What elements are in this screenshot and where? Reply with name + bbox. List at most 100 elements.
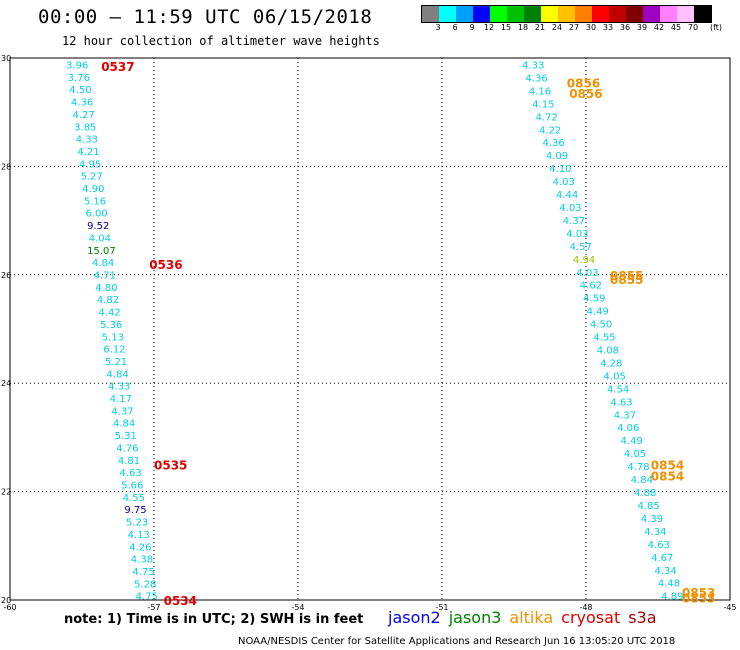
color-scale-label: 33 (602, 23, 614, 32)
wave-height-value: 4.55 (123, 493, 145, 504)
color-scale-label: 70 (687, 23, 699, 32)
units-note: note: 1) Time is in UTC; 2) SWH is in fe… (64, 612, 364, 627)
color-scale-label: 30 (585, 23, 597, 32)
wave-height-value: 4.16 (529, 86, 551, 97)
wave-height-value: 4.55 (593, 333, 615, 344)
wave-height-value: 4.03 (576, 268, 598, 279)
color-swatch (677, 6, 694, 22)
color-swatch (643, 6, 660, 22)
lon-tick-label: -51 (435, 603, 448, 612)
wave-height-value: 4.15 (532, 99, 554, 110)
wave-height-value: 15.07 (87, 246, 116, 257)
legend-s3a: s3a (628, 608, 657, 627)
color-swatch (473, 6, 490, 22)
color-swatch (558, 6, 575, 22)
wave-height-value: 4.59 (583, 294, 605, 305)
color-scale-label: 39 (636, 23, 648, 32)
color-scale-label: 42 (653, 23, 665, 32)
wave-height-value: 4.21 (77, 147, 99, 158)
wave-height-value: 4.03 (566, 229, 588, 240)
wave-height-value: 4.36 (542, 138, 564, 149)
color-swatch (609, 6, 626, 22)
wave-height-value: 4.49 (621, 436, 643, 447)
lon-tick-label: -54 (291, 603, 304, 612)
wave-height-value: 4.08 (597, 346, 619, 357)
wave-height-value: 4.75 (132, 567, 154, 578)
wave-height-value: 4.26 (129, 542, 151, 553)
wave-height-value: 4.37 (111, 406, 133, 417)
wave-height-value: 4.10 (549, 164, 571, 175)
color-swatch (592, 6, 609, 22)
wave-height-value: 4.22 (539, 125, 561, 136)
wave-height-value: 4.05 (624, 449, 646, 460)
wave-height-value: 4.78 (627, 462, 649, 473)
wave-height-value: 4.57 (570, 242, 592, 253)
wave-height-value: 4.71 (94, 270, 116, 281)
plot-frame (9, 57, 731, 601)
color-scale-labels: 3 6 9 12 15 18 21 24 27 30 33 36 39 42 45 70 (ft) (421, 23, 740, 35)
wave-height-value: 4.94 (573, 255, 595, 266)
wave-height-value: 4.34 (654, 566, 676, 577)
wave-height-value: 5.66 (121, 480, 143, 491)
wave-height-value: 4.33 (522, 61, 544, 72)
pass-time-label: 0855 (610, 269, 643, 283)
color-swatch (694, 6, 711, 22)
wave-height-value: 4.88 (634, 488, 656, 499)
wave-height-value: 9.75 (124, 505, 146, 516)
wave-height-value: 3.96 (66, 61, 88, 72)
wave-height-value: 6.00 (85, 209, 107, 220)
wave-height-value: 4.39 (641, 514, 663, 525)
color-swatch (575, 6, 592, 22)
wave-height-value: 4.95 (79, 159, 101, 170)
wave-height-value: 4.90 (82, 184, 104, 195)
color-scale-label: 36 (619, 23, 631, 32)
wave-height-value: 4.82 (97, 295, 119, 306)
wave-height-value: 4.63 (610, 397, 632, 408)
color-swatch (524, 6, 541, 22)
color-scale-unit: (ft) (709, 23, 723, 32)
wave-height-value: 4.34 (644, 527, 666, 538)
wave-height-value: 5.28 (134, 579, 156, 590)
pass-time-label: 0853 (682, 586, 715, 600)
pass-time-label: 0856 (569, 87, 602, 101)
pass-time-label: 0855 (610, 273, 643, 287)
wave-height-value: 4.42 (98, 308, 120, 319)
wave-height-value: 6.12 (103, 345, 125, 356)
color-scale-label: 24 (551, 23, 563, 32)
wave-height-value: 4.50 (69, 85, 91, 96)
pass-time-label: 0854 (651, 469, 684, 483)
color-scale-label: 12 (483, 23, 495, 32)
pass-time-label: 0535 (154, 459, 187, 473)
wave-height-value: 5.23 (126, 518, 148, 529)
wave-height-value: 4.03 (559, 203, 581, 214)
lon-tick-label: -60 (3, 603, 16, 612)
wave-height-value: 4.17 (110, 394, 132, 405)
wave-height-value: 4.89 (661, 592, 683, 603)
wave-height-value: 4.62 (580, 281, 602, 292)
wave-height-value: 4.72 (536, 112, 558, 123)
color-swatch (626, 6, 643, 22)
color-swatch (422, 6, 439, 22)
wave-height-map: -60 -57 -54 -51 -48 -453028262422203.963.764.… (1, 54, 737, 612)
legend-jason2: jason2 (388, 608, 441, 627)
wave-height-value: 4.48 (658, 579, 680, 590)
wave-height-value: 4.09 (546, 151, 568, 162)
wave-height-value: 5.31 (115, 431, 137, 442)
color-swatch (439, 6, 456, 22)
chart-title: 00:00 – 11:59 UTC 06/15/2018 (38, 6, 373, 28)
wave-height-value: 4.84 (631, 475, 653, 486)
legend-jason3: jason3 (448, 608, 502, 627)
wave-height-value: 5.21 (105, 357, 127, 368)
wave-height-value: 4.27 (73, 110, 95, 121)
wave-height-value: 4.03 (553, 177, 575, 188)
wave-height-value: 4.84 (113, 419, 135, 430)
wave-height-value: 4.44 (556, 190, 578, 201)
color-scale-label: 6 (452, 23, 458, 32)
color-scale-bar (421, 5, 712, 23)
wave-height-value: 4.54 (607, 384, 629, 395)
legend-cryosat: cryosat (561, 608, 621, 627)
wave-height-value: 4.36 (71, 98, 93, 109)
satellite-legend: jason2 jason3 altika cryosat s3a (388, 608, 665, 627)
lat-tick-label: 20 (1, 596, 11, 605)
pass-time-label: 0854 (651, 459, 684, 473)
